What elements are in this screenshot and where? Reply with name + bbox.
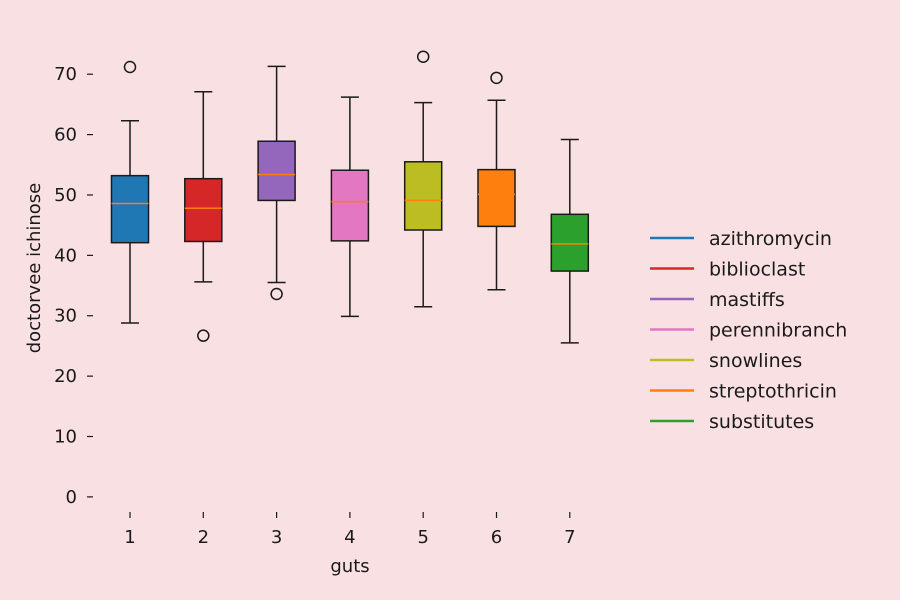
legend-label: streptothricin [709, 381, 837, 403]
x-tick-label: 3 [271, 527, 282, 548]
x-tick-label: 4 [344, 527, 355, 548]
box-4 [330, 96, 370, 318]
box-body [477, 168, 516, 228]
outlier-point [416, 50, 430, 63]
legend-label: perennibranch [709, 320, 847, 342]
legend-item: biblioclast [650, 259, 805, 281]
y-tick-label: 0 [66, 487, 77, 508]
box-3 [257, 65, 296, 301]
box-6 [477, 71, 516, 291]
x-axis: 1 2 3 4 5 6 7 [124, 512, 576, 548]
box-body [184, 177, 223, 243]
box-body [330, 169, 370, 242]
legend-item: mastiffs [650, 289, 785, 311]
legend-item: perennibranch [650, 320, 847, 342]
y-tick-label: 70 [54, 64, 77, 85]
box-body [257, 140, 296, 202]
box-1 [110, 60, 150, 324]
box-body [110, 174, 150, 244]
legend-label: azithromycin [709, 228, 832, 250]
x-tick-label: 6 [491, 527, 502, 548]
outlier-point [123, 60, 137, 74]
legend-item: snowlines [650, 350, 802, 372]
y-tick-label: 60 [54, 125, 77, 146]
y-axis-label: doctorvee ichinose [24, 183, 45, 354]
x-tick-label: 5 [417, 527, 428, 548]
box-body [403, 161, 443, 231]
outlier-point [270, 287, 283, 301]
legend-label: biblioclast [709, 259, 805, 281]
box-body [550, 213, 590, 272]
outlier-point [490, 71, 503, 85]
legend-item: substitutes [650, 411, 814, 433]
outlier-point [197, 329, 210, 342]
y-tick-label: 10 [54, 427, 77, 448]
box-5 [403, 50, 443, 308]
y-axis: 0 10 20 30 40 50 60 70 [54, 64, 93, 508]
legend-label: snowlines [709, 350, 802, 372]
box-7 [550, 138, 590, 344]
box-2 [184, 90, 223, 342]
legend-label: mastiffs [709, 289, 785, 311]
x-tick-label: 1 [124, 527, 135, 548]
boxes [110, 50, 590, 344]
legend: azithromycin biblioclast mastiffs perennibr… [650, 228, 847, 433]
legend-label: substitutes [709, 411, 814, 433]
y-tick-label: 40 [54, 245, 77, 266]
y-tick-label: 20 [54, 366, 77, 387]
legend-item: azithromycin [650, 228, 832, 250]
x-axis-label: guts [330, 556, 369, 577]
x-tick-label: 2 [198, 527, 209, 548]
y-tick-label: 30 [54, 306, 77, 327]
x-tick-label: 7 [564, 527, 575, 548]
y-tick-label: 50 [54, 185, 77, 206]
legend-item: streptothricin [650, 381, 837, 403]
